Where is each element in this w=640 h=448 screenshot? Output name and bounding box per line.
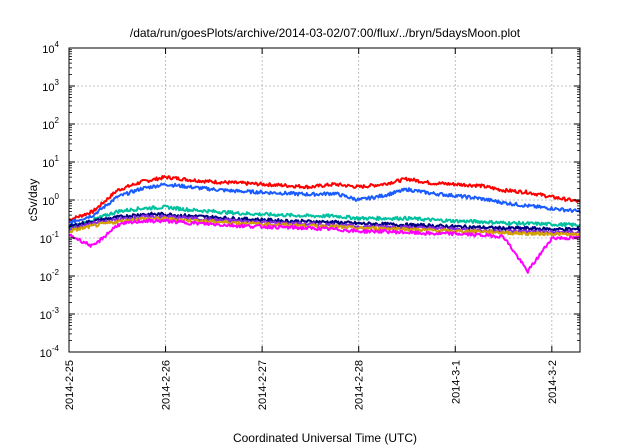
y-tick-exponent: -1 [52, 230, 60, 239]
x-ticks: 2014-2-25 2014-2-26 2014-2-27 2014-2-28 2014… [64, 48, 559, 410]
x-tick-label: 2014-2-26 [161, 360, 173, 410]
y-tick-label: 103 [42, 78, 59, 94]
y-tick-exponent: 0 [55, 192, 60, 201]
y-tick-exponent: -2 [52, 268, 60, 277]
y-tick-exponent: 1 [55, 154, 60, 163]
series-line-4 [68, 211, 581, 232]
y-tick-base: 10 [40, 234, 52, 246]
y-tick-label: 10-4 [40, 344, 60, 360]
y-tick-base: 10 [42, 44, 54, 56]
y-tick-exponent: -3 [52, 306, 60, 315]
series-line-2 [68, 182, 581, 225]
series-group [68, 175, 581, 274]
x-tick-label: 2014-3-1 [450, 360, 462, 404]
series-line-6 [68, 216, 581, 238]
y-tick-label: 10-3 [40, 306, 60, 322]
y-tick-base: 10 [40, 272, 52, 284]
y-tick-label: 10-1 [40, 230, 60, 246]
x-tick-label: 2014-2-25 [64, 360, 76, 410]
y-tick-label: 101 [42, 154, 59, 170]
chart-title: /data/run/goesPlots/archive/2014-03-02/0… [130, 26, 521, 40]
y-tick-label: 10-2 [40, 268, 60, 284]
y-tick-base: 10 [42, 196, 54, 208]
y-tick-exponent: 2 [55, 116, 60, 125]
y-tick-base: 10 [42, 82, 54, 94]
y-tick-base: 10 [42, 158, 54, 170]
y-tick-exponent: -4 [52, 344, 60, 353]
y-tick-base: 10 [40, 310, 52, 322]
y-tick-label: 100 [42, 192, 59, 208]
y-tick-base: 10 [42, 120, 54, 132]
series-line-1 [68, 175, 581, 222]
y-tick-base: 10 [40, 348, 52, 360]
y-tick-exponent: 3 [55, 78, 60, 87]
x-tick-label: 2014-2-27 [257, 360, 269, 410]
series-line-3 [68, 204, 581, 230]
x-tick-label: 2014-3-2 [547, 360, 559, 404]
y-tick-exponent: 4 [55, 40, 60, 49]
x-axis-label: Coordinated Universal Time (UTC) [233, 431, 417, 445]
series-line-7 [68, 218, 581, 274]
x-tick-label: 2014-2-28 [354, 360, 366, 410]
y-tick-label: 102 [42, 116, 59, 132]
y-tick-label: 104 [42, 40, 59, 56]
y-axis-label: cSv/day [26, 179, 40, 222]
